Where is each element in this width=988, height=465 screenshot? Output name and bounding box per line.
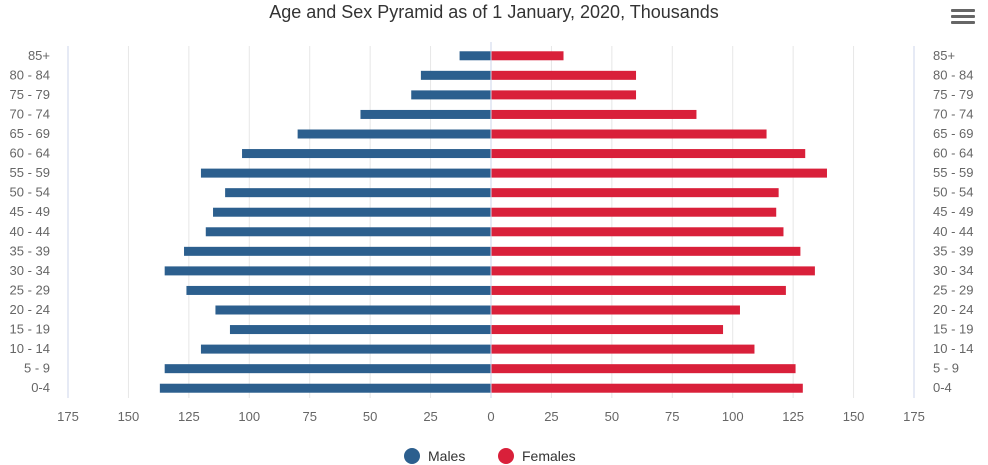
bar-males xyxy=(229,325,491,335)
bar-females xyxy=(491,285,786,295)
y-tick-label-right: 35 - 39 xyxy=(933,243,973,258)
bar-males xyxy=(225,188,491,198)
bar-males xyxy=(164,266,491,276)
bar-males xyxy=(360,109,491,119)
bar-males xyxy=(242,149,491,159)
y-tick-label-right: 25 - 29 xyxy=(933,282,973,297)
y-tick-label-right: 80 - 84 xyxy=(933,67,973,82)
bar-females xyxy=(491,168,827,178)
x-tick-label: 100 xyxy=(238,409,260,424)
chart-title: Age and Sex Pyramid as of 1 January, 202… xyxy=(269,2,719,22)
x-tick-label: 150 xyxy=(843,409,865,424)
bar-females xyxy=(491,246,801,256)
bar-females xyxy=(491,90,637,100)
bar-males xyxy=(459,51,491,61)
y-tick-label-left: 35 - 39 xyxy=(10,243,50,258)
bar-females xyxy=(491,109,697,119)
x-tick-label: 25 xyxy=(423,409,437,424)
bar-males xyxy=(159,383,491,393)
legend-label: Females xyxy=(522,448,576,464)
y-tick-label-right: 10 - 14 xyxy=(933,341,973,356)
bar-females xyxy=(491,149,806,159)
y-tick-label-left: 30 - 34 xyxy=(10,263,50,278)
y-tick-label-left: 20 - 24 xyxy=(10,302,50,317)
bar-females xyxy=(491,266,815,276)
bar-males xyxy=(411,90,491,100)
bar-females xyxy=(491,188,779,198)
x-tick-label: 75 xyxy=(302,409,316,424)
hamburger-menu-icon-bar xyxy=(951,21,975,24)
y-tick-label-right: 85+ xyxy=(933,48,955,63)
y-tick-label-right: 40 - 44 xyxy=(933,224,973,239)
y-tick-label-right: 45 - 49 xyxy=(933,204,973,219)
y-tick-label-right: 65 - 69 xyxy=(933,126,973,141)
menu-button[interactable] xyxy=(951,9,975,29)
x-tick-label: 25 xyxy=(544,409,558,424)
x-tick-label: 50 xyxy=(605,409,619,424)
bar-females xyxy=(491,129,767,139)
bar-males xyxy=(164,364,491,374)
y-tick-label-right: 75 - 79 xyxy=(933,87,973,102)
y-tick-label-left: 55 - 59 xyxy=(10,165,50,180)
bar-males xyxy=(200,344,491,354)
x-tick-label: 125 xyxy=(178,409,200,424)
bar-females xyxy=(491,51,564,61)
y-tick-label-right: 0-4 xyxy=(933,380,952,395)
y-tick-label-right: 55 - 59 xyxy=(933,165,973,180)
bar-females xyxy=(491,364,796,374)
y-tick-label-right: 50 - 54 xyxy=(933,185,973,200)
bar-males xyxy=(213,207,491,217)
y-tick-label-left: 75 - 79 xyxy=(10,87,50,102)
x-tick-label: 175 xyxy=(57,409,79,424)
bar-males xyxy=(186,285,491,295)
bar-males xyxy=(215,305,491,315)
x-tick-label: 150 xyxy=(118,409,140,424)
legend-label: Males xyxy=(428,448,465,464)
x-tick-label: 175 xyxy=(903,409,925,424)
hamburger-menu-icon-bar xyxy=(951,15,975,18)
y-tick-label-right: 30 - 34 xyxy=(933,263,973,278)
x-tick-label: 125 xyxy=(782,409,804,424)
y-tick-label-left: 45 - 49 xyxy=(10,204,50,219)
bar-males xyxy=(200,168,491,178)
y-tick-label-left: 25 - 29 xyxy=(10,282,50,297)
y-tick-label-right: 60 - 64 xyxy=(933,146,973,161)
bar-females xyxy=(491,305,740,315)
y-tick-label-left: 5 - 9 xyxy=(24,361,50,376)
bar-females xyxy=(491,227,784,237)
y-tick-label-right: 15 - 19 xyxy=(933,322,973,337)
hamburger-menu-icon xyxy=(951,9,975,12)
bar-males xyxy=(184,246,491,256)
bar-males xyxy=(205,227,491,237)
legend-marker xyxy=(498,448,514,464)
y-tick-label-left: 80 - 84 xyxy=(10,67,50,82)
bar-females xyxy=(491,325,724,335)
y-tick-label-left: 0-4 xyxy=(31,380,50,395)
x-tick-label: 0 xyxy=(487,409,494,424)
y-tick-label-left: 50 - 54 xyxy=(10,185,50,200)
y-tick-label-left: 40 - 44 xyxy=(10,224,50,239)
y-tick-label-left: 65 - 69 xyxy=(10,126,50,141)
y-tick-label-right: 70 - 74 xyxy=(933,106,973,121)
bar-females xyxy=(491,70,637,80)
x-tick-label: 100 xyxy=(722,409,744,424)
x-tick-label: 75 xyxy=(665,409,679,424)
legend-marker xyxy=(404,448,420,464)
y-tick-label-left: 15 - 19 xyxy=(10,322,50,337)
x-tick-label: 50 xyxy=(363,409,377,424)
bar-females xyxy=(491,207,777,217)
y-tick-label-right: 5 - 9 xyxy=(933,361,959,376)
y-tick-label-left: 60 - 64 xyxy=(10,146,50,161)
y-tick-label-left: 10 - 14 xyxy=(10,341,50,356)
y-tick-label-left: 70 - 74 xyxy=(10,106,50,121)
bar-males xyxy=(297,129,491,139)
y-tick-label-right: 20 - 24 xyxy=(933,302,973,317)
bar-females xyxy=(491,383,803,393)
y-tick-label-left: 85+ xyxy=(28,48,50,63)
bar-males xyxy=(420,70,491,80)
bar-females xyxy=(491,344,755,354)
